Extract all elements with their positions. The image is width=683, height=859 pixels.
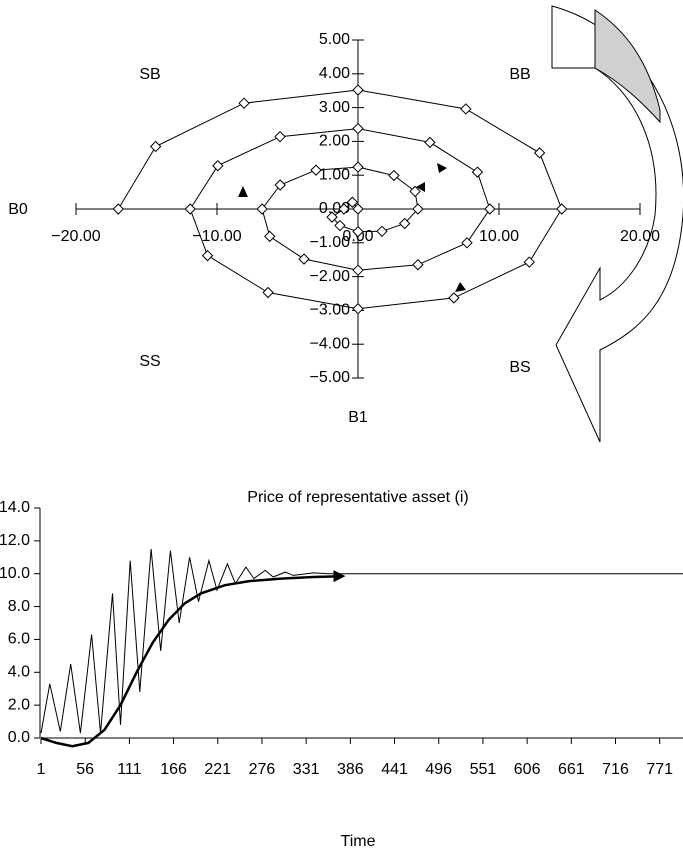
point-marker: [425, 137, 435, 147]
point-marker: [461, 104, 471, 114]
x-tick-label: 661: [558, 761, 585, 778]
x-tick-label: 606: [514, 761, 541, 778]
x-tick-label: 386: [337, 761, 364, 778]
point-marker: [265, 231, 275, 241]
point-marker: [449, 293, 459, 303]
x-tick-label: 221: [204, 761, 231, 778]
point-marker: [377, 226, 387, 236]
y-tick-label: 3.00: [319, 99, 350, 116]
y-axis-title: B1: [348, 409, 368, 426]
x-tick-label: −20.00: [51, 228, 100, 245]
y-tick-label: −1.00: [310, 234, 351, 251]
point-marker: [353, 85, 363, 95]
page: Time Price of representative asset (i) B…: [0, 0, 683, 859]
direction-arrow: [238, 186, 248, 197]
x-tick-label: 56: [76, 761, 94, 778]
point-marker: [353, 124, 363, 134]
point-marker: [275, 180, 285, 190]
y-tick-label: 8.0: [8, 598, 30, 615]
x-tick-label: 166: [160, 761, 187, 778]
point-marker: [353, 304, 363, 314]
point-marker: [213, 161, 223, 171]
direction-arrow: [437, 163, 447, 173]
x-tick-label: 496: [425, 761, 452, 778]
y-tick-label: −3.00: [310, 302, 351, 319]
x-tick-label: 441: [381, 761, 408, 778]
x-tick-label: 276: [249, 761, 276, 778]
point-marker: [203, 251, 213, 261]
figure: Time Price of representative asset (i) B…: [0, 0, 683, 859]
point-marker: [557, 204, 567, 214]
point-marker: [524, 257, 534, 267]
cycle-arrow: [552, 6, 683, 442]
x-tick-label: 771: [646, 761, 673, 778]
x-tick-label: 551: [470, 761, 497, 778]
point-marker: [462, 238, 472, 248]
point-marker: [257, 204, 267, 214]
quadrant-label: BB: [509, 66, 530, 83]
trend-arrow: [334, 570, 346, 582]
x-tick-label: 10.00: [479, 228, 519, 245]
x-tick-label: 1: [37, 761, 46, 778]
point-marker: [151, 141, 161, 151]
x-tick-label: −10.00: [192, 228, 241, 245]
y-tick-label: 14.0: [0, 499, 30, 516]
point-marker: [353, 265, 363, 275]
point-marker: [413, 260, 423, 270]
chart-title: Price of representative asset (i): [247, 489, 468, 506]
y-tick-label: 0.0: [8, 729, 30, 746]
point-marker: [535, 148, 545, 158]
point-marker: [485, 204, 495, 214]
quadrant-label: BS: [509, 359, 530, 376]
y-tick-label: 10.0: [0, 565, 30, 582]
series-line: [41, 549, 683, 733]
x-tick-label: 20.00: [620, 228, 660, 245]
y-tick-label: −4.00: [310, 335, 351, 352]
point-marker: [389, 171, 399, 181]
point-marker: [239, 98, 249, 108]
y-tick-label: 2.0: [8, 696, 30, 713]
x-tick-label: 111: [117, 761, 141, 778]
quadrant-label: SB: [139, 66, 160, 83]
y-tick-label: 2.00: [319, 133, 350, 150]
x-axis-title: Time: [341, 833, 376, 850]
y-tick-label: 6.0: [8, 631, 30, 648]
point-marker: [113, 204, 123, 214]
y-tick-label: −2.00: [310, 268, 351, 285]
point-marker: [353, 162, 363, 172]
x-tick-label: 716: [602, 761, 629, 778]
quadrant-label: SS: [139, 353, 160, 370]
x-axis-title: B0: [8, 201, 28, 218]
x-tick-label: 331: [293, 761, 320, 778]
point-marker: [299, 254, 309, 264]
point-marker: [472, 167, 482, 177]
y-tick-label: 12.0: [0, 532, 30, 549]
y-tick-label: 4.00: [319, 65, 350, 82]
series-line: [41, 576, 342, 746]
y-tick-label: 4.0: [8, 664, 30, 681]
direction-arrow: [455, 282, 466, 292]
point-marker: [263, 287, 273, 297]
y-tick-label: −5.00: [310, 369, 351, 386]
point-marker: [185, 204, 195, 214]
y-tick-label: 5.00: [319, 31, 350, 48]
point-marker: [275, 132, 285, 142]
